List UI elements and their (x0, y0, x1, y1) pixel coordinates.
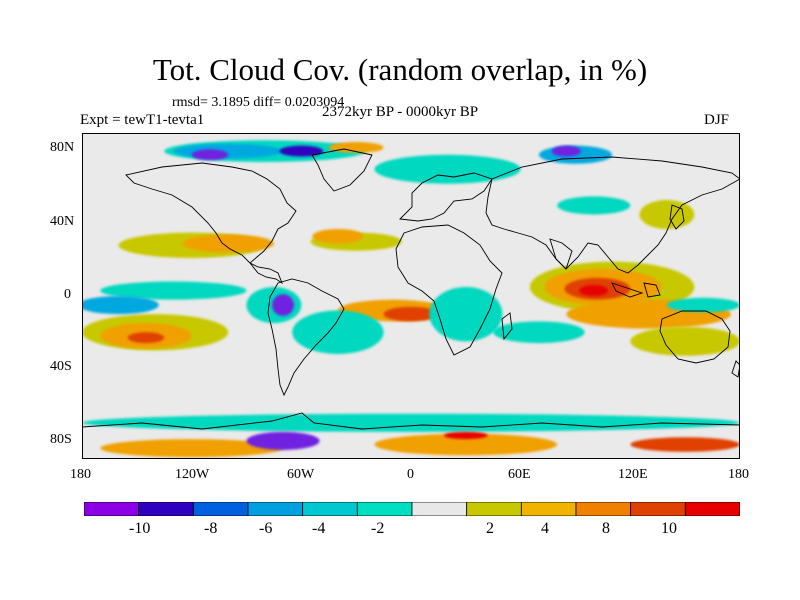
season-label: DJF (704, 112, 730, 128)
coast-madagascar (501, 312, 513, 341)
colorbar (84, 502, 740, 516)
colorbar-swatch (520, 502, 577, 516)
x-tick-label: 60W (287, 467, 315, 482)
anomaly-region (82, 296, 159, 315)
x-tick-label: 180 (728, 467, 749, 482)
coast-japan (669, 204, 685, 230)
colorbar-swatch (466, 502, 522, 516)
colorbar-label: -10 (129, 520, 151, 537)
anomaly-region (182, 234, 274, 253)
coast-india (549, 238, 573, 270)
colorbar-swatch (411, 502, 468, 516)
anomaly-region (100, 281, 247, 300)
anomaly-region (374, 154, 521, 184)
colorbar-swatch (302, 502, 358, 516)
anomaly-region (639, 200, 695, 229)
colorbar-swatch (247, 502, 304, 516)
experiment-label: Expt = tewT1-tevta1 (80, 112, 205, 128)
colorbar-label: -6 (259, 520, 273, 537)
x-tick-label: 120E (618, 467, 648, 482)
colorbar-label: 4 (541, 520, 549, 537)
colorbar-label: -4 (312, 520, 326, 537)
map-frame (82, 133, 740, 459)
colorbar-swatch (192, 502, 249, 516)
anomaly-region (630, 326, 740, 356)
colorbar-swatch (630, 502, 686, 516)
anomaly-region (127, 332, 165, 344)
anomaly-region (630, 437, 740, 452)
colorbar-label: 8 (602, 520, 610, 537)
anomaly-region (328, 142, 384, 153)
coast-north-america (125, 162, 297, 285)
coast-indonesia-2 (643, 282, 661, 298)
anomaly-region (579, 285, 609, 296)
stats-label: rmsd= 3.1895 diff= 0.0203094 (172, 95, 345, 110)
y-tick-label: 0 (64, 287, 71, 302)
anomaly-region (666, 297, 740, 313)
plot-title: Tot. Cloud Cov. (random overlap, in %) (152, 52, 648, 87)
y-tick-label: 40S (50, 359, 72, 374)
anomaly-region (374, 433, 558, 456)
colorbar-swatch (684, 502, 740, 516)
colorbar-label: -2 (371, 520, 385, 537)
map-panel: 80N 40N 0 40S 80S 180 120W 60W 0 60E 120… (50, 133, 749, 482)
coastline-layer (82, 148, 740, 430)
anomaly-region (191, 149, 229, 161)
anomaly-region (82, 413, 740, 432)
anomaly-region (429, 286, 503, 342)
colorbar-swatch (356, 502, 413, 516)
coast-south-america (267, 278, 345, 397)
anomaly-region (279, 145, 324, 157)
period-label: 2372kyr BP - 0000kyr BP (322, 104, 479, 120)
x-tick-label: 180 (70, 467, 91, 482)
anomaly-region (493, 321, 585, 344)
anomaly-region (246, 431, 320, 450)
y-tick-label: 80N (50, 140, 75, 155)
coast-asia (485, 156, 740, 274)
anomaly-region (100, 439, 284, 458)
anomaly-region (551, 145, 581, 157)
x-tick-label: 120W (175, 467, 210, 482)
coast-indonesia-1 (611, 282, 644, 298)
anomaly-region (173, 143, 284, 159)
map-canvas (82, 133, 740, 459)
anomaly-layer (82, 140, 740, 458)
coast-new-zealand (731, 360, 740, 378)
x-tick-label: 60E (508, 467, 531, 482)
coast-antarctica (82, 412, 740, 430)
colorbar-label: 2 (486, 520, 494, 537)
y-tick-label: 80S (50, 432, 72, 447)
y-tick-label: 40N (50, 214, 75, 229)
x-tick-label: 0 (407, 467, 414, 482)
colorbar-swatch (138, 502, 194, 516)
colorbar-label: 10 (661, 520, 677, 537)
coast-greenland (311, 148, 373, 192)
colorbar-swatch (84, 502, 140, 516)
anomaly-region (312, 228, 364, 244)
coast-australia (659, 310, 731, 364)
anomaly-region (292, 310, 384, 354)
colorbar-swatch (575, 502, 632, 516)
anomaly-region (557, 196, 631, 215)
anomaly-region (443, 431, 488, 440)
anomaly-region (272, 294, 295, 316)
coast-africa (395, 224, 503, 356)
colorbar-label: -8 (204, 520, 218, 537)
anomaly-region (383, 306, 439, 322)
